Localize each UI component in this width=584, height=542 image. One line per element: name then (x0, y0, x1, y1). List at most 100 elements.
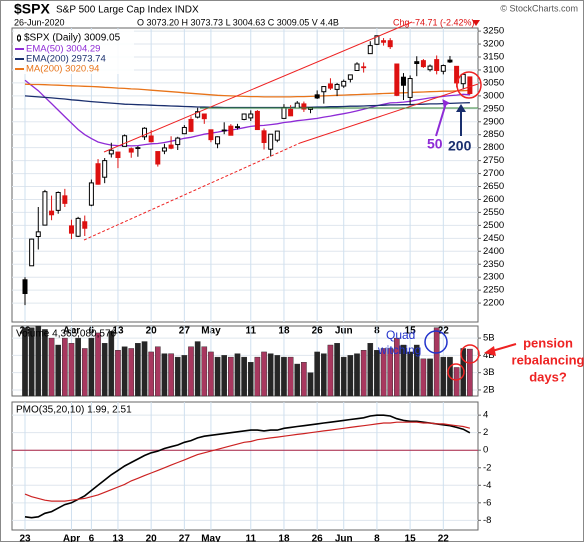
volume-bar (327, 344, 334, 397)
candle-body (22, 279, 28, 295)
candle-body (35, 231, 41, 238)
volume-bar (62, 337, 68, 397)
x-tick-label: Apr (63, 534, 80, 542)
volume-bar (387, 348, 394, 397)
candle-body (195, 111, 201, 118)
volume-bar (314, 351, 320, 397)
y-tick-label: 2700 (483, 168, 504, 179)
volume-bar (55, 344, 61, 397)
y-tick-label: 3150 (483, 52, 504, 63)
candle-body (221, 129, 227, 132)
candle-body (168, 144, 174, 149)
annotation: 50 (427, 136, 443, 152)
volume-bar (334, 343, 340, 397)
candle-body (268, 133, 274, 150)
volume-bar (28, 327, 35, 397)
candle-body (234, 126, 240, 128)
volume-bar (88, 337, 95, 397)
arrow-head (442, 99, 451, 107)
candle-body (288, 108, 294, 117)
annotation: 200 (448, 138, 472, 154)
candle-body (427, 65, 433, 71)
candle-body (347, 74, 353, 80)
candle-body (135, 147, 141, 149)
highlight (456, 71, 482, 99)
candle-body (201, 113, 207, 120)
annotation: days? (529, 369, 567, 384)
candle-body (361, 66, 367, 69)
candle-body (301, 103, 307, 110)
volume-bar (360, 349, 367, 397)
volume-bar (42, 329, 48, 397)
y-tick-label: 3250 (483, 26, 504, 37)
candle-body (88, 182, 94, 206)
candle-body (434, 59, 440, 71)
y-tick-label: 2400 (483, 246, 504, 257)
volume-bar (228, 356, 234, 397)
volume-bar (148, 351, 154, 397)
candle-body (155, 151, 161, 165)
candle-body (394, 63, 400, 96)
volume-bar (115, 349, 121, 397)
volume-bar (413, 344, 420, 397)
y-tick-label: 2B (483, 384, 495, 395)
candle-body (181, 126, 187, 135)
y-tick-label: -8 (483, 515, 491, 526)
x-tick-label: Jun (335, 534, 353, 542)
volume-bar (427, 358, 433, 397)
candle-body (95, 163, 101, 185)
change: Chg -74.71 (-2.42%) (393, 17, 475, 27)
highlight (460, 344, 480, 364)
candle-body (75, 217, 81, 237)
quote: O 3073.20 H 3073.73 L 3004.63 C 3009.05 … (137, 17, 339, 27)
arrow-head (456, 104, 466, 112)
x-tick-label: 8 (374, 534, 380, 542)
legend-entry: $SPX (Daily) 3009.05 (24, 33, 121, 44)
volume-bar (374, 349, 380, 397)
y-tick-label: 2600 (483, 194, 504, 205)
volume-bar (161, 353, 168, 397)
candle-body (148, 135, 154, 143)
candle-body (414, 61, 420, 64)
x-tick-label: May (201, 534, 221, 542)
volume-bar (22, 327, 28, 397)
candle-body (334, 83, 340, 90)
candle-body (400, 76, 406, 86)
candle-body (68, 225, 74, 234)
y-tick-label: 2900 (483, 116, 504, 127)
symbol: $SPX (14, 1, 50, 17)
candle-body (241, 113, 247, 120)
candle-body (142, 127, 148, 138)
candle-body (321, 86, 327, 93)
candle-body (467, 76, 473, 95)
legend-box (14, 30, 134, 74)
candle-body (381, 40, 387, 43)
candle-body (367, 45, 373, 55)
candle-body (460, 73, 466, 85)
candle-body (228, 125, 234, 136)
volume-bar (420, 358, 427, 397)
candle-body (254, 110, 260, 131)
annotation: pension (523, 335, 573, 350)
pmo-line (24, 414, 471, 519)
volume-bar (307, 372, 314, 397)
volume-bar (208, 351, 214, 397)
x-tick-label: 20 (146, 534, 158, 542)
candle-body (215, 136, 221, 145)
annotation: rebalancing (512, 352, 584, 367)
pmo-panel (11, 401, 479, 531)
volume-bar (95, 332, 101, 397)
panel-title: Volume 4,365,080,576 (16, 329, 117, 340)
candle-body (281, 107, 287, 119)
security-name: S&P 500 Large Cap Index INDX (56, 5, 199, 16)
credit: © StockCharts.com (500, 3, 578, 13)
arrow (491, 343, 517, 352)
legend-entry: MA(200) 3020.94 (26, 64, 99, 75)
candle-body (327, 83, 333, 89)
volume-bar (68, 343, 75, 397)
layers: 2200225023002350240024502500255026002650… (12, 26, 504, 542)
volume-bar (101, 343, 108, 397)
x-tick-label: 11 (245, 534, 256, 542)
y-tick-label: 2450 (483, 233, 504, 244)
